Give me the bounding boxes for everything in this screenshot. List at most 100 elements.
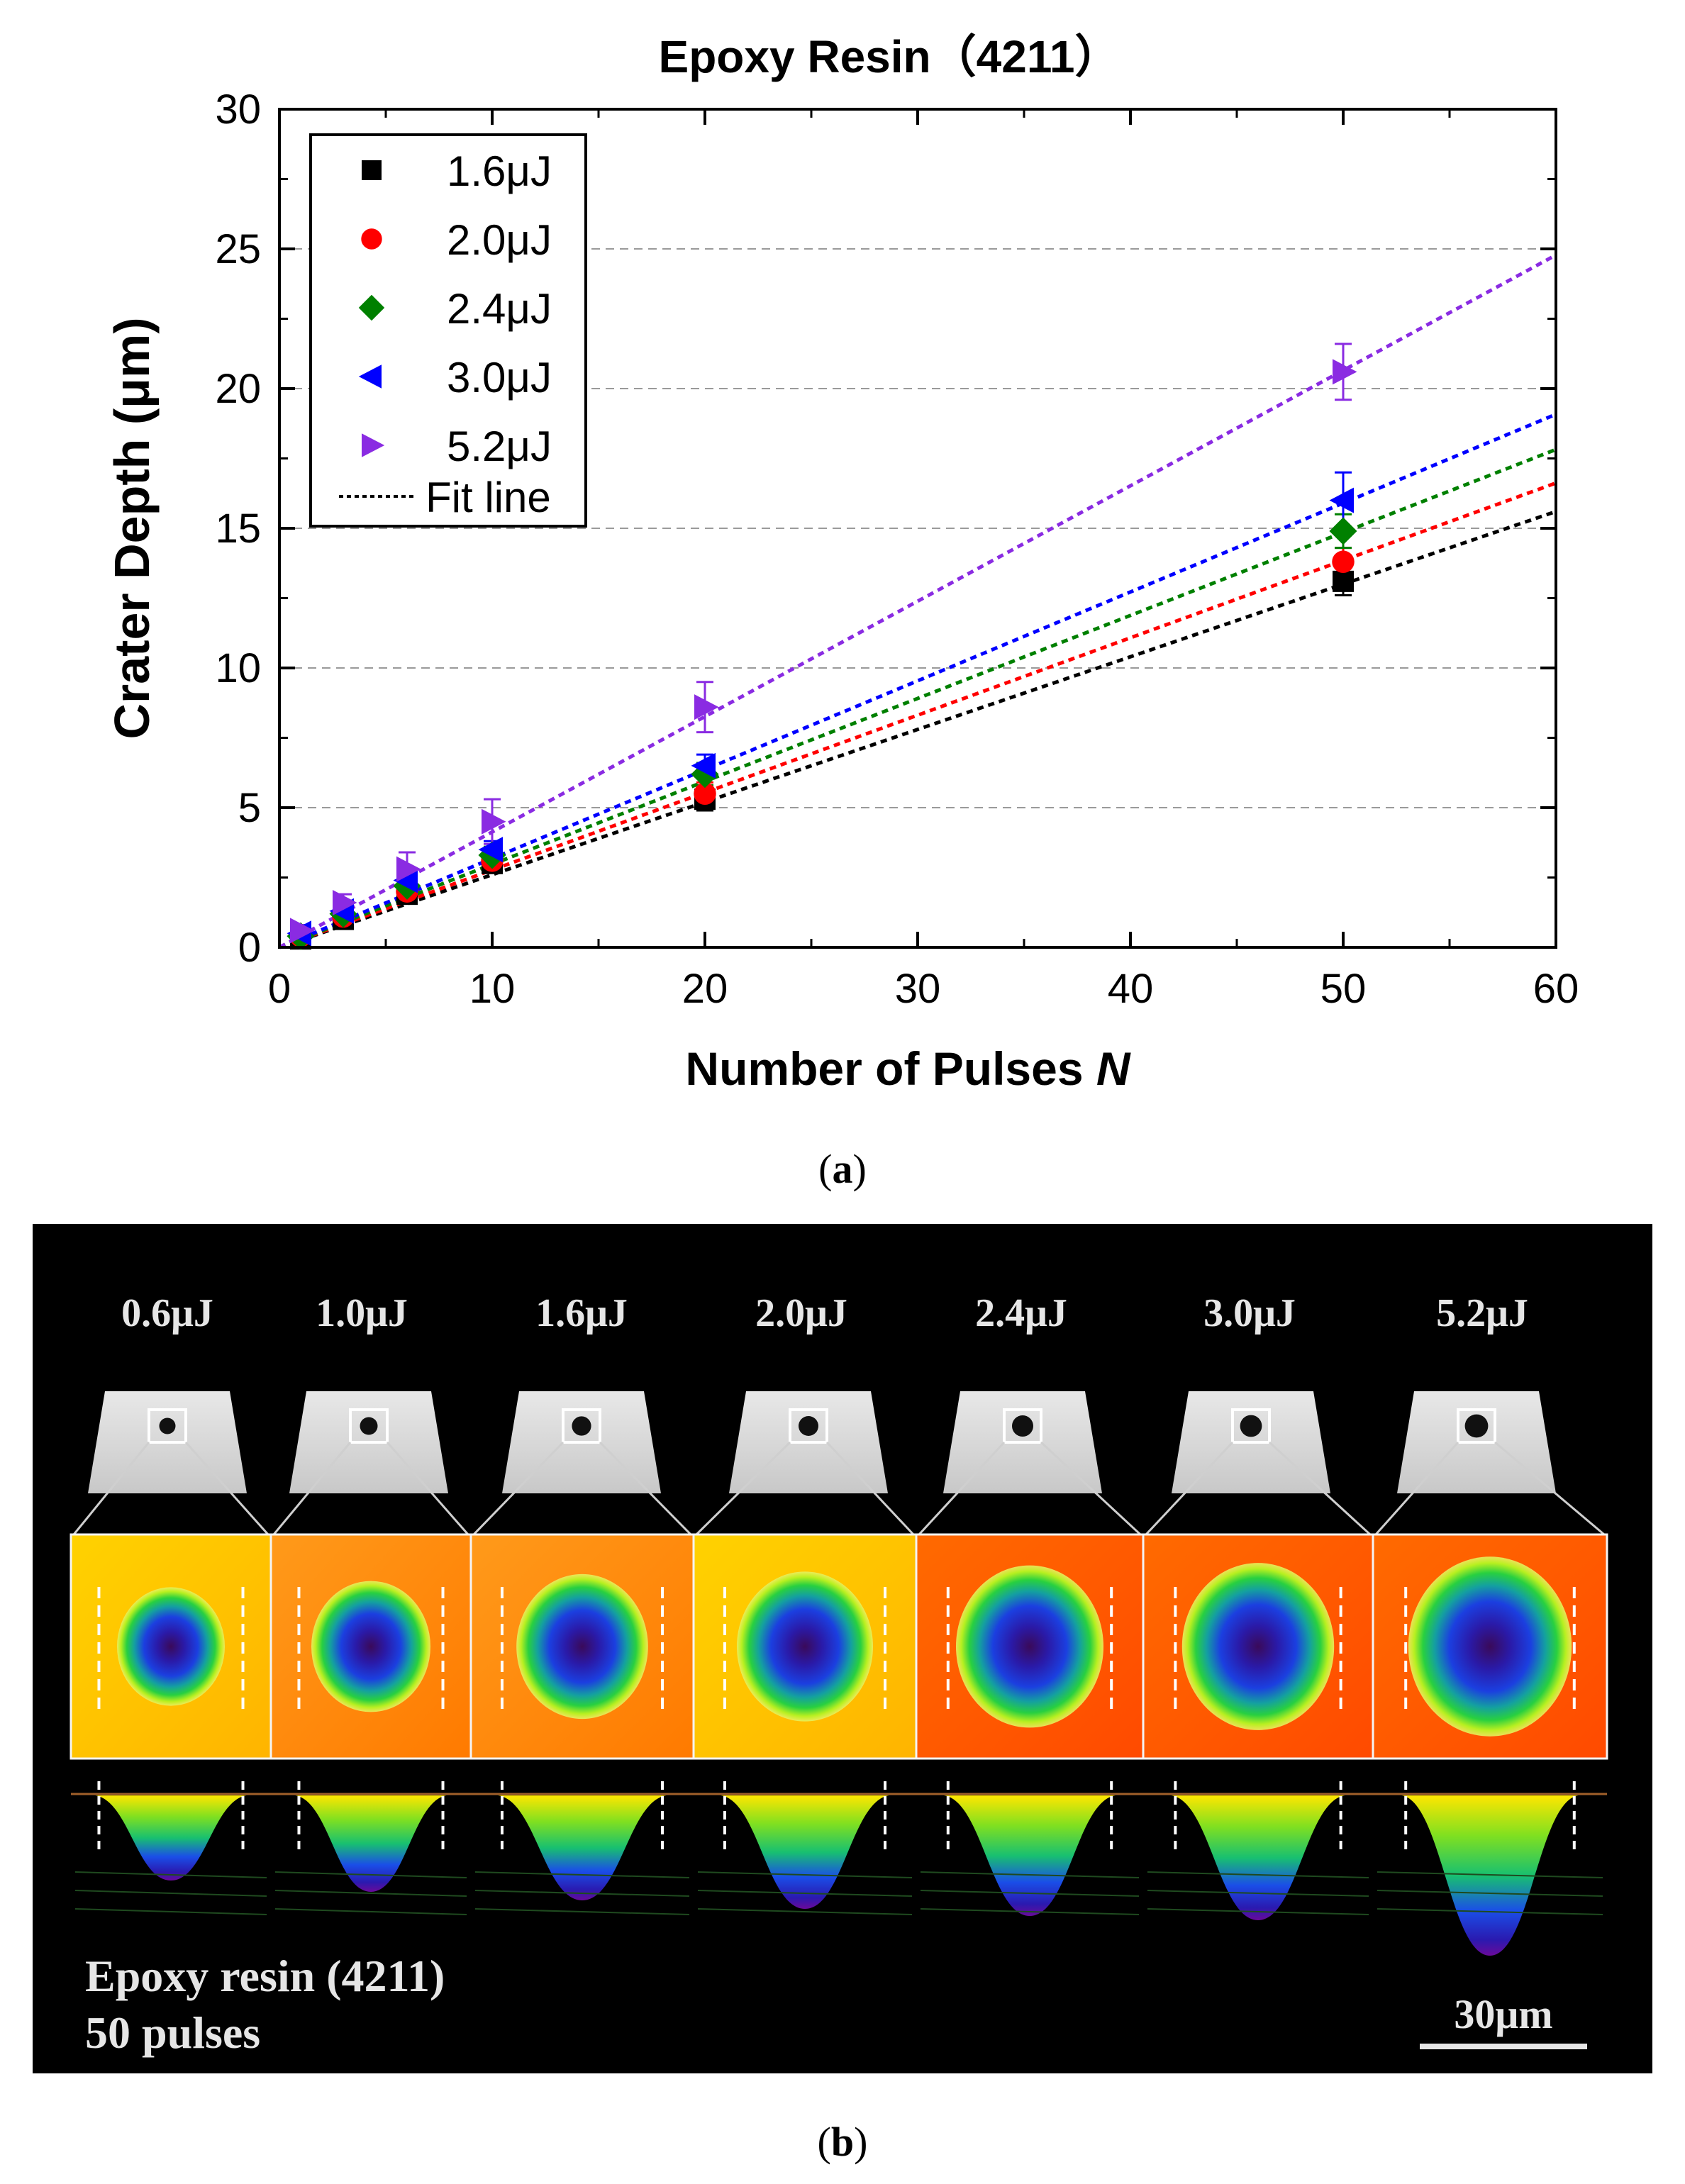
energy-label-4: 2.4μJ	[975, 1291, 1067, 1335]
y-tick-label: 25	[215, 226, 261, 272]
crater-top-view-6	[1408, 1556, 1572, 1737]
x-axis-label-text: Number of Pulses	[685, 1042, 1083, 1095]
profile-grid-line	[274, 1908, 467, 1915]
panel-b-material-label: Epoxy resin (4211)	[85, 1951, 445, 2001]
profile-grid-line	[74, 1871, 267, 1878]
crater-profile-5	[1171, 1795, 1345, 1920]
legend-marker-4	[362, 433, 385, 457]
caption-b-letter: b	[831, 2119, 854, 2165]
zoom-line-left-0	[72, 1442, 150, 1535]
crater-profile-0	[95, 1795, 247, 1881]
y-tick-label: 0	[238, 925, 261, 971]
micrograph-crater-5	[1240, 1415, 1262, 1437]
crater-top-view-5	[1181, 1563, 1335, 1730]
x-axis-variable: N	[1096, 1042, 1131, 1095]
y-tick-label: 20	[215, 366, 261, 412]
tick-labels: 0 10 20 30 40 50 60 0 5 10 15 20 25 30	[215, 87, 1579, 1012]
micrograph-zoom-box-5	[1231, 1408, 1271, 1444]
legend-marker-0	[362, 160, 382, 180]
legend-marker-2	[358, 294, 385, 321]
profile-grid-line	[920, 1890, 1140, 1897]
x-tick-label: 20	[682, 966, 728, 1012]
micrograph-crater-0	[159, 1417, 176, 1434]
legend-label-4: 5.2μJ	[447, 423, 552, 470]
micrograph-crater-4	[1012, 1415, 1033, 1437]
energy-label-2: 1.6μJ	[535, 1291, 628, 1335]
x-axis-label: Number of Pulses N	[685, 1042, 1130, 1095]
zoom-line-left-1	[272, 1442, 352, 1535]
profile-grid-line	[274, 1871, 467, 1878]
caption-a: (a)	[818, 1146, 867, 1192]
energy-label-1: 1.0μJ	[316, 1291, 408, 1335]
data-markers	[287, 359, 1357, 950]
data-point-3	[1329, 487, 1354, 513]
profile-grid-line	[1147, 1890, 1369, 1897]
profile-grid-line	[474, 1908, 690, 1915]
data-point-1	[1332, 550, 1355, 574]
legend-label-3: 3.0μJ	[447, 354, 552, 401]
data-point-4	[694, 694, 719, 720]
crater-profile-1	[295, 1795, 447, 1892]
zoom-line-right-5	[1268, 1441, 1372, 1536]
data-point-4	[396, 856, 421, 882]
micrograph-zoom-box-3	[789, 1408, 828, 1444]
data-point-4	[482, 808, 506, 835]
data-point-1	[694, 782, 716, 806]
micrograph-zoom-box-6	[1457, 1408, 1496, 1444]
micrograph-crater-6	[1464, 1414, 1489, 1438]
scale-bar-label: 30μm	[1454, 1991, 1552, 2037]
profile-grid-line	[1147, 1908, 1369, 1915]
y-tick-label: 10	[215, 645, 261, 691]
zoom-line-right-0	[184, 1442, 269, 1535]
energy-label-0: 0.6μJ	[121, 1291, 213, 1335]
data-point-3	[478, 837, 503, 863]
profile-grid-line	[74, 1890, 267, 1897]
micrograph-crater-3	[799, 1416, 818, 1436]
zoom-line-right-2	[599, 1441, 692, 1536]
x-tick-label: 30	[895, 966, 941, 1012]
zoom-line-left-3	[695, 1441, 791, 1536]
crater-top-view-0	[117, 1587, 225, 1706]
profile-grid-line	[1377, 1908, 1603, 1915]
profile-grid-line	[697, 1908, 913, 1915]
profile-grid-line	[920, 1908, 1140, 1915]
zoom-line-left-2	[472, 1441, 565, 1536]
zoom-line-left-6	[1374, 1442, 1459, 1535]
y-tick-label: 5	[238, 785, 261, 831]
profile-grid-line	[1377, 1871, 1603, 1878]
crater-top-view-4	[956, 1565, 1103, 1728]
crater-profile-3	[721, 1795, 889, 1909]
panel-b: 0.6μJ 1.0μJ 1.6μJ 2.0μJ 2.4μJ 3.0μJ 5.2μJ	[69, 1291, 1608, 1956]
legend-box	[309, 133, 587, 528]
micrograph-zoom-box-0	[148, 1408, 187, 1444]
profile-grid-line	[697, 1890, 913, 1897]
y-tick-label: 30	[215, 87, 261, 133]
x-tick-label: 10	[469, 966, 516, 1012]
zoom-line-left-4	[918, 1441, 1006, 1536]
x-tick-label: 0	[268, 966, 291, 1012]
zoom-line-right-3	[825, 1441, 915, 1536]
micrograph-crater-1	[360, 1417, 378, 1435]
crater-profile-4	[944, 1795, 1116, 1916]
legend-label-2: 2.4μJ	[447, 285, 552, 333]
scale-bar	[1420, 2044, 1587, 2049]
y-axis-label: Crater Depth (μm)	[104, 317, 160, 739]
data-point-4	[290, 918, 315, 944]
data-point-3	[691, 752, 716, 779]
fit-line-1	[279, 481, 1557, 949]
crater-top-view-1	[311, 1581, 430, 1712]
y-tick-label: 15	[215, 506, 261, 552]
zoom-line-right-4	[1040, 1441, 1142, 1536]
energy-label-3: 2.0μJ	[755, 1291, 847, 1335]
data-point-2	[1329, 517, 1357, 545]
profile-grid-line	[274, 1890, 467, 1897]
legend-label-0: 1.6μJ	[447, 147, 552, 195]
caption-a-letter: a	[833, 1146, 853, 1192]
profile-grid-line	[1377, 1890, 1603, 1897]
profile-grid-line	[697, 1871, 913, 1878]
zoom-line-left-5	[1145, 1441, 1234, 1536]
panel-b-pulses-label: 50 pulses	[85, 2007, 260, 2058]
micrograph-crater-2	[572, 1416, 591, 1436]
